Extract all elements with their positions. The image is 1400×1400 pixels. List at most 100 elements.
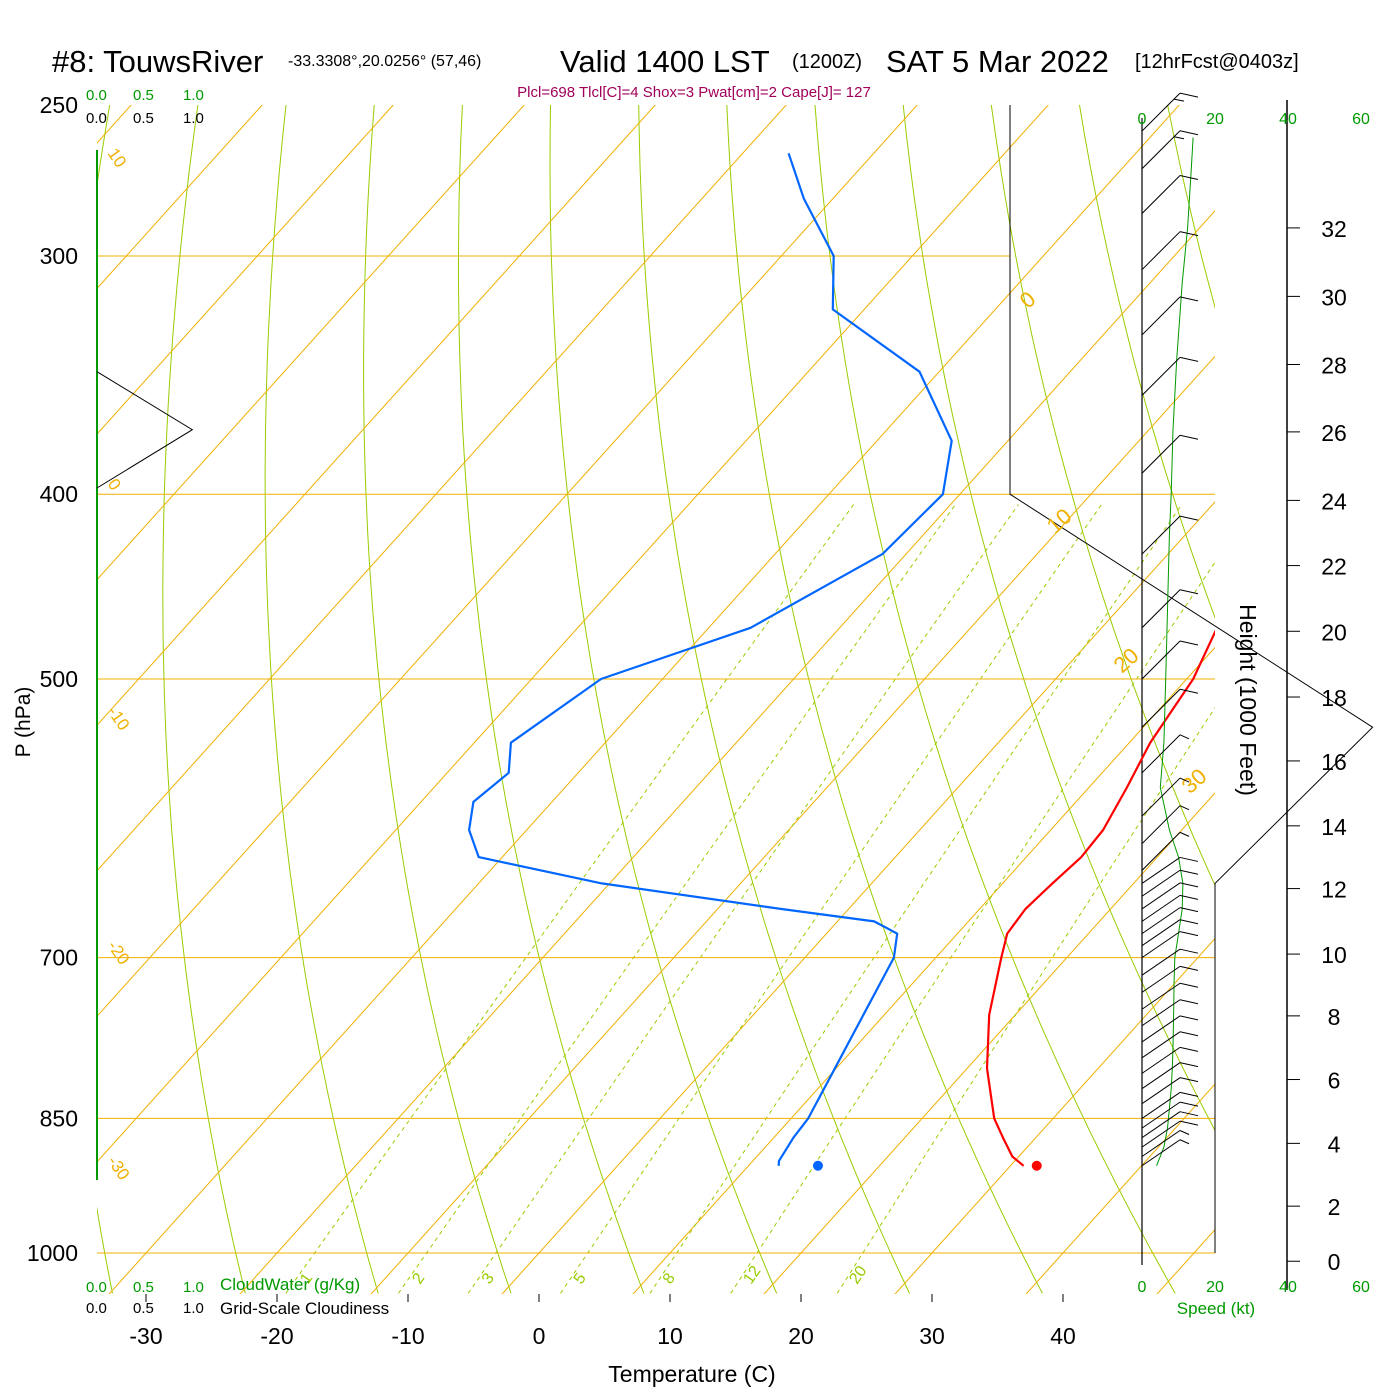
pressure-tick-label: 400 [40, 481, 78, 507]
dry-adiabat-line [458, 105, 645, 1294]
x-axis-title: Temperature (C) [608, 1361, 775, 1387]
wind-barb-staff [1141, 1139, 1181, 1167]
mixing-ratio-line [649, 504, 1183, 1294]
height-tick-label: 10 [1321, 942, 1347, 968]
mixing-ratio-labels: 1 2 3 5 8 12 20 [297, 1263, 870, 1287]
height-tick-label: 16 [1321, 749, 1347, 775]
wind-tick-top: 0 [1138, 111, 1147, 128]
dry-adiabat-line [814, 105, 1176, 1294]
height-tick-label: 24 [1321, 488, 1347, 514]
cloudwater-tick-top-2: 1.0 [183, 87, 204, 104]
wind-barb-flag [1179, 92, 1199, 98]
dry-adiabat-line [1336, 71, 1400, 1293]
isotherm-label: -30 [104, 1153, 134, 1184]
isotherm-line [97, 105, 394, 435]
wind-barb-staff [1141, 357, 1181, 396]
cloudiness-profile [96, 371, 194, 489]
wind-barb-flag [1179, 434, 1199, 440]
wind-barb-staff [1141, 777, 1181, 817]
wind-barb-staff [1141, 882, 1181, 910]
wind-tick-top: 60 [1352, 111, 1370, 128]
mixing-ratio-label: 8 [660, 1270, 679, 1287]
x-tick-label: 40 [1050, 1323, 1076, 1349]
wind-barb-flag [1179, 356, 1199, 362]
height-tick-label: 26 [1321, 420, 1347, 446]
isotherm-line [370, 355, 1215, 1294]
isotherm-line [763, 792, 1215, 1294]
wind-barb-flag [1179, 907, 1199, 913]
wind-barb-flag [1179, 805, 1190, 811]
wind-barb-flag [1179, 1031, 1199, 1037]
pressure-tick-label: 700 [40, 945, 78, 971]
forecast-cycle: [12hrFcst@0403z] [1135, 51, 1299, 73]
wind-barb-staff [1141, 982, 1181, 1010]
surface-temperature-dot [1031, 1160, 1042, 1171]
plot-right-border [1009, 105, 1374, 1253]
wind-barb-staff [1141, 894, 1181, 922]
isotherms [97, 105, 1215, 1294]
wind-barb-staff [1141, 931, 1181, 959]
x-tick-label: 10 [657, 1323, 683, 1349]
isotherm-line [97, 105, 787, 872]
cloudwater-tick-bottom-0: 0.0 [86, 1279, 107, 1296]
cloud-scale-top: 0.0 0.5 1.0 0.0 0.5 1.0 [86, 87, 204, 127]
cloudwater-label: CloudWater (g/Kg) [220, 1275, 360, 1294]
wind-barb-flag [1179, 515, 1199, 521]
cloudiness-tick-top-2: 1.0 [183, 110, 204, 127]
height-tick-label: 32 [1321, 216, 1347, 242]
mixing-ratio-line [730, 561, 1215, 1294]
utc-time: (1200Z) [792, 51, 862, 73]
wind-barb-staff [1141, 1077, 1181, 1105]
wind-barb-flag [1179, 130, 1199, 136]
cloudiness-line [96, 371, 194, 489]
cloudwater-tick-bottom-1: 0.5 [133, 1279, 154, 1296]
mixing-ratio-line [560, 504, 1102, 1294]
wind-tick-bottom: 40 [1279, 1279, 1297, 1296]
sounding-series [468, 152, 1215, 1167]
wind-barb-staff [1141, 1101, 1181, 1129]
x-tick-label: 0 [533, 1323, 546, 1349]
wind-tick-bottom: 20 [1206, 1279, 1224, 1296]
isobars [97, 255, 1215, 1254]
cloudiness-tick-bottom-0: 0.0 [86, 1300, 107, 1317]
wind-barb-staff [1141, 832, 1181, 871]
wind-barb-staff [1141, 948, 1181, 976]
wind-barb-flag [1173, 98, 1185, 102]
isotherm-line [239, 210, 1215, 1294]
station-coords: -33.3308°,20.0256° (57,46) [288, 53, 481, 70]
wind-barb-flag [1179, 882, 1199, 888]
wind-barb-staff [1141, 1111, 1181, 1139]
plot-frame [96, 100, 1374, 1290]
wind-barb-flag [1179, 589, 1199, 595]
dry-adiabat-line [363, 105, 512, 1294]
wind-barb-staff [1141, 1015, 1181, 1043]
x-tick-label: -20 [260, 1323, 293, 1349]
wind-barb-flag [1179, 1130, 1190, 1135]
dry-adiabat-line [902, 105, 1215, 1132]
wind-barb-staff [1141, 734, 1181, 774]
wind-barb-staff [1141, 1130, 1181, 1157]
wind-barb-staff [1141, 869, 1181, 897]
height-tick-label: 12 [1321, 877, 1347, 903]
cloudiness-tick-bottom-2: 1.0 [183, 1300, 204, 1317]
wind-barb-staff [1141, 965, 1181, 993]
height-tick-label: 18 [1321, 685, 1347, 711]
dry-adiabats [97, 71, 1400, 1294]
cloudiness-tick-bottom-1: 0.5 [133, 1300, 154, 1317]
isotherm-line [97, 105, 1049, 1163]
cloudiness-label: Grid-Scale Cloudiness [220, 1299, 389, 1318]
wind-barb-flag [1179, 1062, 1199, 1068]
wind-barb-staff [1141, 1031, 1181, 1059]
wind-barb-flag [1173, 136, 1185, 140]
isotherm-line [1025, 1083, 1215, 1294]
wind-barb-flag [1179, 831, 1190, 837]
mixing-ratio-line [836, 706, 1215, 1294]
height-tick-label: 6 [1328, 1068, 1341, 1094]
height-tick-label: 22 [1321, 554, 1347, 580]
wind-barb-flag [1179, 869, 1199, 875]
cloud-scale-bottom: 0.0 0.5 1.0 CloudWater (g/Kg) 0.0 0.5 1.… [86, 1275, 389, 1318]
isotherm-line [501, 501, 1215, 1294]
x-tick-label: 30 [919, 1323, 945, 1349]
isotherm-line [108, 105, 1180, 1294]
